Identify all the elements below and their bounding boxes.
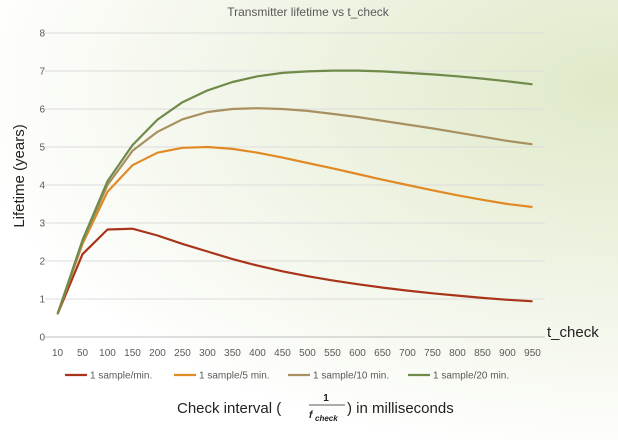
x-tick-label: 800 bbox=[449, 348, 466, 359]
legend-label: 1 sample/5 min. bbox=[199, 371, 270, 382]
x-tick-label: 350 bbox=[224, 348, 241, 359]
series-line-2 bbox=[56, 107, 533, 315]
chart-title: Transmitter lifetime vs t_check bbox=[227, 5, 390, 19]
y-tick-label: 0 bbox=[39, 333, 45, 344]
x-tick-label: 650 bbox=[374, 348, 391, 359]
x-tick-label: 250 bbox=[174, 348, 191, 359]
x-tick-label: 300 bbox=[199, 348, 216, 359]
x-tick-label: 850 bbox=[474, 348, 491, 359]
legend-label: 1 sample/10 min. bbox=[313, 371, 389, 382]
x-tick-label: 700 bbox=[399, 348, 416, 359]
x-tick-label: 950 bbox=[524, 348, 541, 359]
y-tick-label: 3 bbox=[39, 219, 45, 230]
legend-item-1: 1 sample/5 min. bbox=[174, 371, 270, 382]
x-tick-label: 500 bbox=[299, 348, 316, 359]
x-tick-label: 50 bbox=[77, 348, 89, 359]
legend-label: 1 sample/20 min. bbox=[433, 371, 509, 382]
y-tick-label: 6 bbox=[39, 105, 45, 116]
legend-item-0: 1 sample/min. bbox=[65, 371, 152, 382]
x-axis-annotation: t_check bbox=[547, 324, 599, 341]
series-line-1 bbox=[56, 145, 533, 315]
series-line-0 bbox=[56, 227, 533, 315]
y-tick-label: 4 bbox=[39, 181, 45, 192]
series-lines bbox=[56, 69, 533, 315]
gridlines bbox=[45, 32, 545, 338]
x-tick-label: 150 bbox=[124, 348, 141, 359]
legend-item-2: 1 sample/10 min. bbox=[288, 371, 389, 382]
x-label-frac-num: 1 bbox=[323, 393, 329, 404]
x-tick-label: 600 bbox=[349, 348, 366, 359]
legend-label: 1 sample/min. bbox=[90, 371, 152, 382]
x-tick-label: 10 bbox=[52, 348, 64, 359]
x-label-suffix: ) in milliseconds bbox=[347, 400, 454, 417]
x-tick-label: 550 bbox=[324, 348, 341, 359]
x-tick-label: 750 bbox=[424, 348, 441, 359]
x-label-frac-sub: check bbox=[315, 414, 338, 423]
x-tick-label: 400 bbox=[249, 348, 266, 359]
x-tick-label: 900 bbox=[499, 348, 516, 359]
y-tick-label: 7 bbox=[39, 67, 45, 78]
series-line-3 bbox=[56, 69, 533, 315]
x-tick-label: 100 bbox=[99, 348, 116, 359]
legend: 1 sample/min. 1 sample/5 min. 1 sample/10 … bbox=[65, 371, 509, 382]
y-tick-label: 8 bbox=[39, 29, 45, 40]
legend-item-3: 1 sample/20 min. bbox=[408, 371, 509, 382]
x-axis-label: Check interval ( 1 f check ) in millisec… bbox=[177, 393, 454, 423]
x-tick-labels: 10 50 100 150 200 250 300 350 400 450 500 550 600 650… bbox=[52, 348, 541, 359]
y-tick-labels: 0 1 2 3 4 5 6 7 8 bbox=[39, 29, 45, 344]
y-tick-label: 1 bbox=[39, 295, 45, 306]
y-tick-label: 2 bbox=[39, 257, 45, 268]
y-axis-label: Lifetime (years) bbox=[11, 124, 28, 227]
x-tick-label: 450 bbox=[274, 348, 291, 359]
y-tick-label: 5 bbox=[39, 143, 45, 154]
x-label-prefix: Check interval ( bbox=[177, 400, 281, 417]
x-tick-label: 200 bbox=[149, 348, 166, 359]
x-label-frac-den: f bbox=[309, 410, 314, 421]
